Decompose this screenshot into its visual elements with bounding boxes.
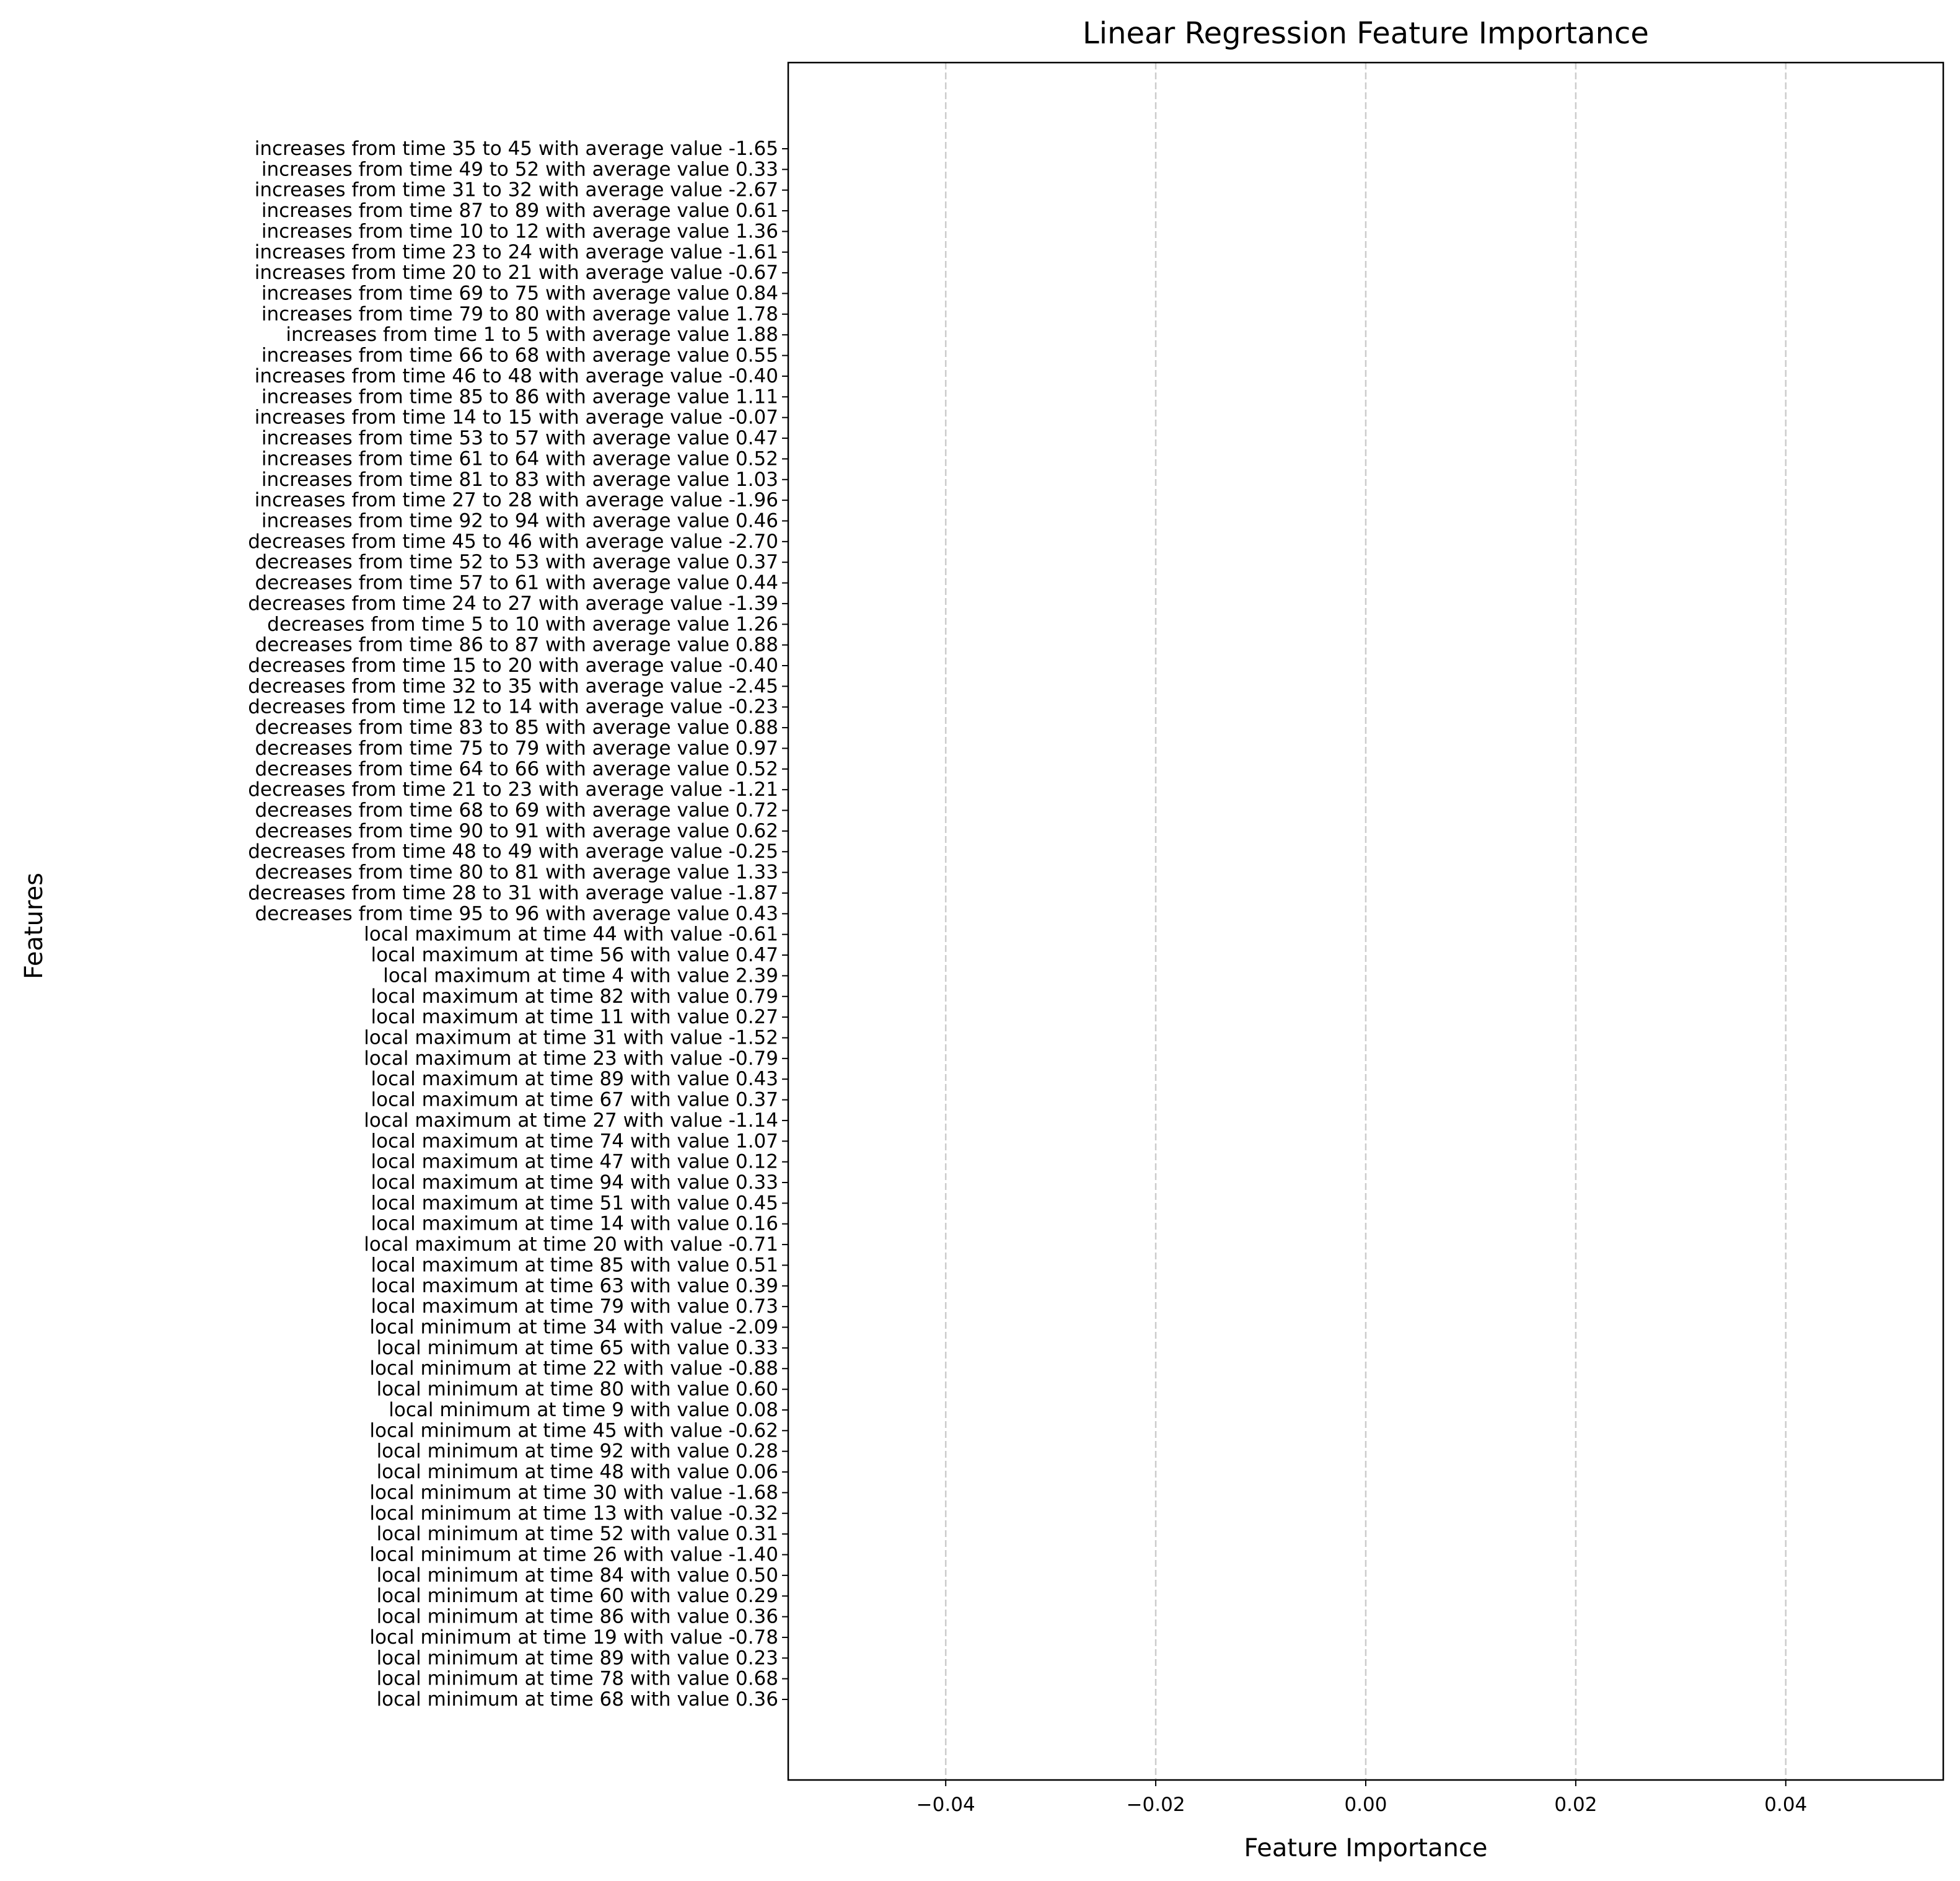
y-tick-label: local maximum at time 4 with value 2.39 [383,964,778,987]
y-tick-label: decreases from time 68 to 69 with averag… [255,800,778,822]
y-tick-label: increases from time 49 to 52 with averag… [261,158,778,180]
y-tick-label: local maximum at time 51 with value 0.45 [371,1192,778,1214]
y-tick-label: decreases from time 32 to 35 with averag… [248,675,778,697]
y-tick-label: local maximum at time 94 with value 0.33 [371,1171,778,1194]
y-tick-label: local minimum at time 80 with value 0.60 [377,1378,778,1401]
x-axis-ticks: −0.04 −0.02 0.00 0.02 0.04 [916,1780,1807,1816]
y-tick-label: local minimum at time 30 with value -1.6… [369,1481,778,1504]
y-tick-label: local maximum at time 27 with value -1.1… [364,1109,778,1132]
y-tick-label: local minimum at time 78 with value 0.68 [377,1668,778,1690]
y-tick-label: local minimum at time 19 with value -0.7… [369,1626,778,1649]
y-tick-label: increases from time 20 to 21 with averag… [255,262,778,284]
x-tick-label: −0.02 [1127,1794,1185,1816]
y-tick-label: increases from time 35 to 45 with averag… [255,138,778,160]
y-tick-label: local minimum at time 65 with value 0.33 [377,1337,778,1359]
y-tick-label: decreases from time 5 to 10 with average… [267,613,778,635]
y-tick-label: increases from time 10 to 12 with averag… [261,220,778,242]
y-tick-label: local minimum at time 89 with value 0.23 [377,1647,778,1669]
y-tick-label: local minimum at time 84 with value 0.50 [377,1564,778,1587]
y-tick-label: local maximum at time 74 with value 1.07 [371,1130,778,1152]
chart-title: Linear Regression Feature Importance [1083,16,1649,51]
y-tick-label: local maximum at time 14 with value 0.16 [371,1213,778,1235]
y-tick-label: decreases from time 48 to 49 with averag… [248,840,778,863]
y-axis-title: Features [20,873,48,979]
x-tick-label: 0.04 [1764,1794,1807,1816]
y-tick-label: increases from time 53 to 57 with averag… [261,427,778,449]
y-tick-label: increases from time 14 to 15 with averag… [255,407,778,429]
y-tick-label: local minimum at time 60 with value 0.29 [377,1585,778,1607]
grid-lines [944,63,1787,1780]
y-tick-label: decreases from time 86 to 87 with averag… [255,634,778,656]
y-tick-label: local maximum at time 85 with value 0.51 [371,1254,778,1276]
y-tick-label: increases from time 85 to 86 with averag… [261,385,778,408]
y-tick-label: local minimum at time 86 with value 0.36 [377,1606,778,1628]
y-tick-label: decreases from time 64 to 66 with averag… [255,758,778,780]
y-tick-label: decreases from time 52 to 53 with averag… [255,551,778,573]
y-tick-label: decreases from time 45 to 46 with averag… [248,531,778,553]
y-axis-ticks: increases from time 35 to 45 with averag… [248,138,788,1711]
y-tick-label: local minimum at time 68 with value 0.36 [377,1688,778,1711]
y-tick-label: local maximum at time 67 with value 0.37 [371,1089,778,1111]
y-tick-label: decreases from time 90 to 91 with averag… [255,820,778,842]
y-tick-label: increases from time 66 to 68 with averag… [261,345,778,367]
y-tick-label: local maximum at time 47 with value 0.12 [371,1151,778,1173]
y-tick-label: local maximum at time 44 with value -0.6… [364,923,778,946]
y-tick-label: local minimum at time 9 with value 0.08 [389,1399,778,1421]
y-tick-label: increases from time 69 to 75 with averag… [261,283,778,305]
y-tick-label: increases from time 81 to 83 with averag… [261,469,778,491]
y-tick-label: decreases from time 80 to 81 with averag… [255,861,778,884]
y-tick-label: local maximum at time 63 with value 0.39 [371,1275,778,1297]
y-tick-label: decreases from time 15 to 20 with averag… [248,654,778,677]
y-tick-label: local maximum at time 79 with value 0.73 [371,1295,778,1318]
y-tick-label: increases from time 31 to 32 with averag… [255,179,778,201]
y-tick-label: local minimum at time 92 with value 0.28 [377,1440,778,1463]
y-tick-label: local maximum at time 11 with value 0.27 [371,1006,778,1028]
y-tick-label: increases from time 79 to 80 with averag… [261,303,778,325]
y-tick-label: increases from time 61 to 64 with averag… [261,447,778,470]
y-tick-label: local maximum at time 89 with value 0.43 [371,1068,778,1090]
x-tick-label: 0.02 [1554,1794,1597,1816]
y-tick-label: increases from time 87 to 89 with averag… [261,200,778,222]
y-tick-label: local minimum at time 48 with value 0.06 [377,1461,778,1483]
y-tick-label: local minimum at time 45 with value -0.6… [369,1419,778,1442]
x-tick-label: −0.04 [916,1794,975,1816]
y-tick-label: decreases from time 21 to 23 with averag… [248,778,778,801]
y-tick-label: increases from time 27 to 28 with averag… [255,489,778,511]
y-tick-label: increases from time 1 to 5 with average … [286,324,778,346]
y-tick-label: decreases from time 28 to 31 with averag… [248,882,778,904]
y-tick-label: local maximum at time 31 with value -1.5… [364,1026,778,1049]
y-tick-label: decreases from time 83 to 85 with averag… [255,716,778,739]
y-tick-label: local maximum at time 56 with value 0.47 [371,944,778,966]
x-tick-label: 0.00 [1344,1794,1387,1816]
y-tick-label: local minimum at time 22 with value -0.8… [369,1357,778,1380]
y-tick-label: decreases from time 12 to 14 with averag… [248,696,778,718]
y-tick-label: decreases from time 95 to 96 with averag… [255,902,778,925]
y-tick-label: increases from time 46 to 48 with averag… [255,365,778,387]
y-tick-label: local minimum at time 34 with value -2.0… [369,1316,778,1339]
x-axis-title: Feature Importance [1244,1834,1487,1862]
y-tick-label: local minimum at time 13 with value -0.3… [369,1502,778,1525]
y-tick-label: local minimum at time 26 with value -1.4… [369,1543,778,1566]
y-tick-label: local maximum at time 20 with value -0.7… [364,1233,778,1256]
y-tick-label: local minimum at time 52 with value 0.31 [377,1523,778,1545]
y-tick-label: decreases from time 57 to 61 with averag… [255,572,778,594]
y-tick-label: increases from time 92 to 94 with averag… [261,509,778,532]
y-tick-label: local maximum at time 23 with value -0.7… [364,1047,778,1070]
y-tick-label: increases from time 23 to 24 with averag… [255,241,778,263]
y-tick-label: decreases from time 24 to 27 with averag… [248,592,778,615]
y-tick-label: decreases from time 75 to 79 with averag… [255,737,778,759]
y-tick-label: local maximum at time 82 with value 0.79 [371,985,778,1008]
